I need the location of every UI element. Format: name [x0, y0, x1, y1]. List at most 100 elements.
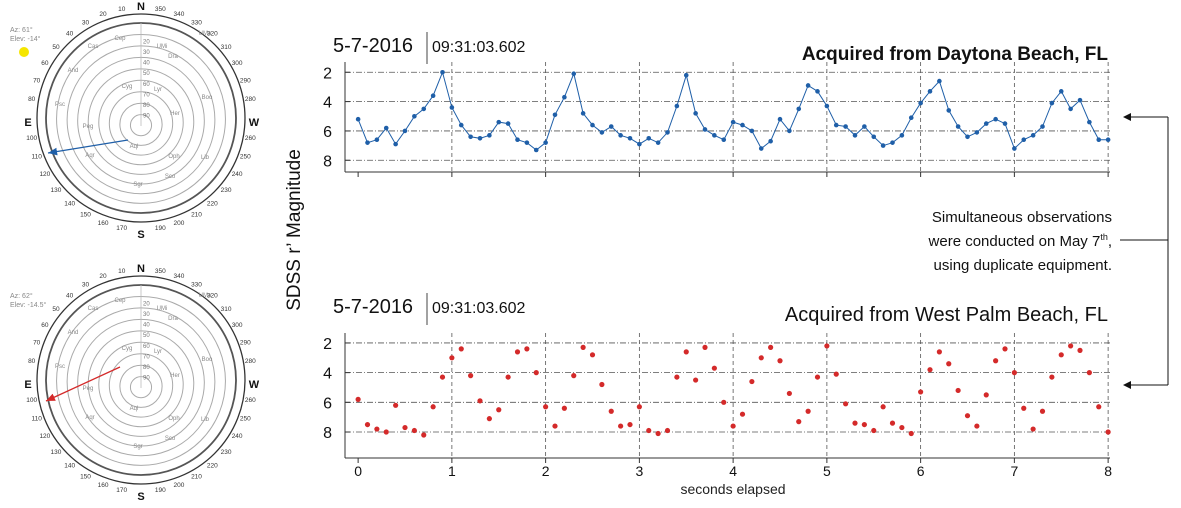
azimuth-label: 50 — [52, 306, 60, 313]
azimuth-label: 140 — [64, 201, 75, 208]
constellation-label: Cyg — [122, 84, 133, 90]
data-point — [458, 346, 464, 352]
data-point — [524, 140, 530, 145]
data-point — [983, 121, 989, 126]
constellation-label: Her — [170, 111, 180, 117]
data-point — [937, 78, 942, 84]
data-point — [918, 389, 924, 395]
data-point — [580, 344, 586, 351]
azimuth-label: 10 — [118, 6, 126, 13]
data-point — [965, 134, 970, 140]
data-point — [468, 373, 474, 379]
azimuth-label: 280 — [245, 96, 256, 103]
azimuth-label: 250 — [240, 153, 251, 160]
azimuth-label: 210 — [191, 474, 202, 481]
constellation-label: UMi — [157, 306, 168, 312]
data-point — [383, 125, 389, 131]
azimuth-label: 330 — [191, 281, 202, 288]
azimuth-label: 120 — [39, 171, 50, 178]
data-point — [440, 69, 445, 75]
data-point — [908, 430, 914, 437]
data-point — [974, 130, 980, 135]
constellation-label: And — [68, 68, 79, 74]
data-point — [637, 141, 642, 147]
data-point — [805, 83, 811, 88]
data-point — [487, 133, 492, 138]
azimuth-label: 260 — [245, 135, 256, 142]
data-point — [683, 349, 689, 355]
data-point — [449, 105, 455, 110]
azimuth-label: 40 — [66, 292, 74, 299]
elevation-readout: Elev: -14° — [10, 35, 41, 43]
azimuth-label: 170 — [116, 225, 127, 232]
data-point — [590, 122, 595, 128]
pointing-arrow — [47, 139, 129, 156]
data-point — [411, 427, 417, 434]
data-point — [908, 115, 914, 121]
x-tick-label: 7 — [1010, 463, 1018, 479]
y-axis-title: SDSS r’ Magnitude — [284, 149, 305, 311]
data-point — [1040, 124, 1045, 129]
y-tick-label: 2 — [323, 65, 332, 82]
data-point — [758, 355, 764, 361]
light-curve-chart: 5-7-2016 09:31:03.602 Acquired from West P… — [323, 293, 1112, 479]
azimuth-label: 110 — [32, 153, 43, 160]
altitude-label: 90 — [143, 375, 150, 381]
altitude-label: 30 — [143, 50, 150, 56]
azimuth-label: 160 — [98, 220, 109, 227]
azimuth-label: 290 — [240, 78, 251, 85]
constellation-label: And — [68, 330, 79, 336]
data-point — [1096, 137, 1102, 143]
data-point — [899, 424, 905, 431]
data-point — [355, 116, 361, 122]
constellation-label: Peg — [83, 124, 94, 130]
azimuth-label: 340 — [174, 273, 185, 280]
azimuth-readout: Az: 61° — [10, 26, 33, 34]
data-point — [571, 71, 577, 77]
data-point — [505, 374, 511, 380]
data-point — [740, 122, 745, 128]
azimuth-label: 230 — [221, 187, 232, 194]
data-point — [833, 371, 839, 377]
data-point — [1049, 100, 1055, 106]
azimuth-label: 240 — [232, 171, 243, 178]
constellation-label: Lyr — [154, 349, 162, 355]
data-point — [993, 116, 998, 122]
data-point — [412, 113, 417, 119]
constellation-label: Dra — [168, 316, 178, 322]
azimuth-label: 120 — [39, 433, 50, 440]
data-point — [1086, 370, 1092, 376]
azimuth-label: 130 — [51, 449, 62, 456]
altitude-label: 40 — [143, 323, 150, 329]
data-point — [552, 112, 558, 118]
data-point — [608, 408, 614, 414]
chart-time: 09:31:03.602 — [432, 300, 526, 317]
light-curve-chart: 5-7-2016 09:31:03.602 Acquired from Dayton… — [323, 32, 1111, 177]
data-point — [505, 121, 511, 126]
y-tick-label: 8 — [323, 425, 332, 442]
cardinal-label: W — [249, 379, 260, 391]
data-point — [871, 427, 877, 434]
data-point — [1058, 352, 1064, 358]
data-point — [824, 103, 830, 109]
data-point — [871, 134, 877, 140]
annotation-line: Simultaneous observations — [932, 209, 1112, 226]
data-point — [674, 374, 680, 380]
data-point — [1030, 133, 1036, 138]
data-point — [955, 124, 961, 129]
data-point — [477, 135, 483, 141]
data-point — [655, 140, 661, 145]
data-point — [852, 133, 858, 138]
data-point — [1077, 347, 1083, 353]
x-tick-label: 6 — [917, 463, 925, 479]
azimuth-label: 20 — [99, 11, 107, 18]
altitude-label: 40 — [143, 61, 150, 67]
data-point — [618, 133, 623, 138]
azimuth-label: 150 — [80, 212, 91, 219]
azimuth-label: 70 — [33, 340, 41, 347]
azimuth-label: 50 — [52, 44, 60, 51]
data-point — [946, 361, 952, 367]
data-point — [552, 423, 558, 429]
pointing-arrow — [45, 366, 121, 402]
data-point — [1049, 374, 1055, 380]
